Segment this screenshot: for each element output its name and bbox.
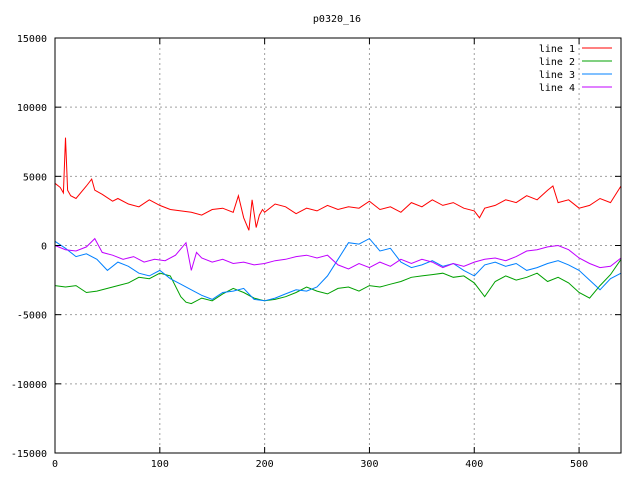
x-tick-label: 500 [570, 459, 588, 470]
series-line-2 [54, 259, 622, 305]
series-line-4 [54, 237, 622, 271]
y-tick-label: -10000 [11, 380, 47, 391]
legend-label: line 4 [539, 83, 575, 94]
series-line-3 [54, 237, 622, 302]
legend-label: line 1 [539, 44, 575, 55]
y-axis: -15000 -10000 -5000 0 5000 10000 15000 [11, 34, 621, 460]
y-tick-label: -5000 [17, 311, 47, 322]
x-axis: 0 100 200 300 400 500 [52, 38, 588, 470]
legend: line 1 line 2 line 3 line 4 [539, 44, 612, 94]
x-tick-label: 200 [256, 459, 274, 470]
y-tick-label: -15000 [11, 449, 47, 460]
series-line-1 [54, 137, 622, 231]
y-tick-label: 0 [41, 242, 47, 253]
x-tick-label: 400 [465, 459, 483, 470]
chart-title: p0320_16 [313, 14, 361, 25]
grid [55, 38, 621, 453]
series-layer [54, 137, 622, 305]
x-tick-label: 300 [360, 459, 378, 470]
y-tick-label: 10000 [17, 103, 47, 114]
y-tick-label: 5000 [23, 172, 47, 183]
x-tick-label: 0 [52, 459, 58, 470]
legend-label: line 3 [539, 70, 575, 81]
legend-label: line 2 [539, 57, 575, 68]
x-tick-label: 100 [151, 459, 169, 470]
y-tick-label: 15000 [17, 34, 47, 45]
